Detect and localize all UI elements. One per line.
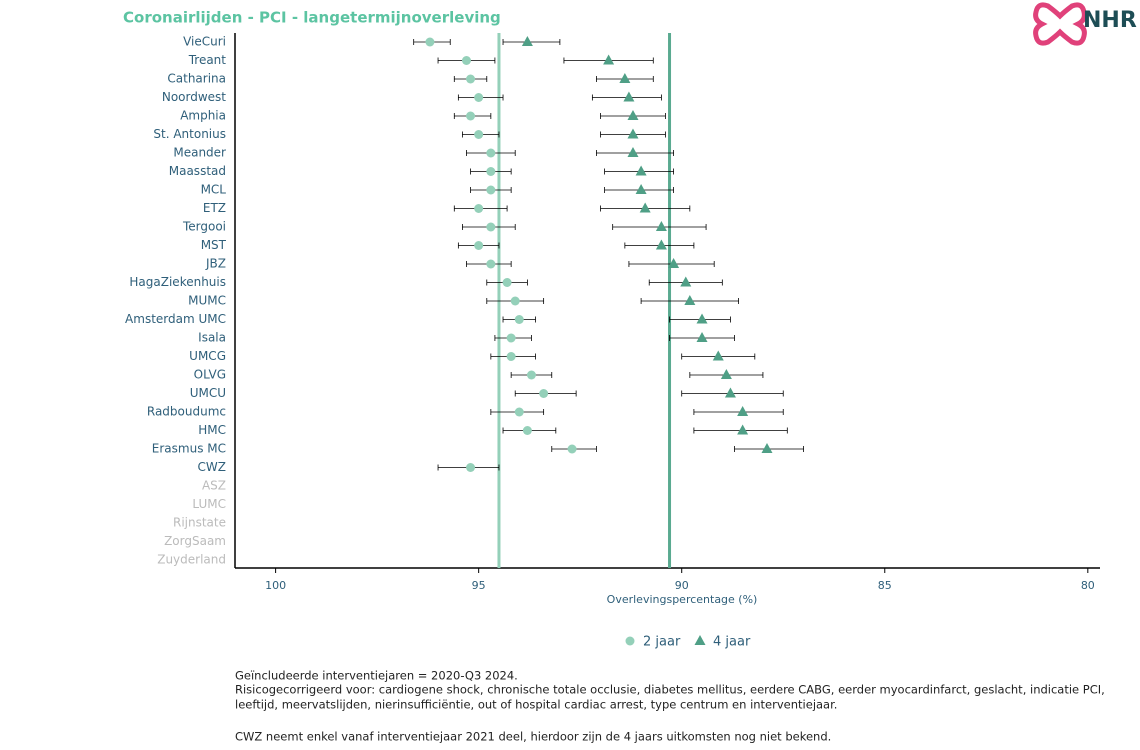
point bbox=[720, 369, 732, 379]
point bbox=[724, 387, 736, 398]
footnote: leeftijd, meervatslijden, nierinsufficië… bbox=[235, 698, 837, 712]
point bbox=[522, 426, 532, 435]
logo: NHR bbox=[1033, 2, 1137, 46]
y-tick-label: JBZ bbox=[205, 257, 226, 271]
y-tick-label: Treant bbox=[188, 53, 227, 67]
point bbox=[603, 54, 615, 65]
point bbox=[474, 204, 484, 213]
point bbox=[506, 333, 516, 343]
y-tick-label: Zuyderland bbox=[157, 553, 226, 567]
point bbox=[466, 111, 476, 121]
x-tick-label: 90 bbox=[675, 579, 689, 592]
x-tick-label: 95 bbox=[472, 579, 486, 592]
point bbox=[712, 350, 724, 361]
point bbox=[696, 313, 708, 324]
point bbox=[474, 130, 484, 139]
footnote: CWZ neemt enkel vanaf interventiejaar 20… bbox=[235, 730, 831, 744]
point bbox=[737, 424, 749, 435]
point bbox=[526, 370, 536, 380]
point bbox=[486, 167, 496, 176]
y-tick-label: HagaZiekenhuis bbox=[129, 275, 226, 289]
point bbox=[506, 352, 516, 361]
point bbox=[639, 202, 651, 213]
y-tick-label: VieCuri bbox=[183, 35, 226, 49]
point bbox=[635, 184, 647, 194]
y-tick-label: Maasstad bbox=[169, 164, 226, 178]
footnote: Risicogecorrigeerd voor: cardiogene shoc… bbox=[235, 683, 1105, 697]
y-tick-label: Noordwest bbox=[162, 90, 226, 104]
point bbox=[486, 222, 496, 232]
legend-label: 4 jaar bbox=[713, 635, 751, 650]
point bbox=[521, 36, 533, 46]
point bbox=[486, 148, 496, 158]
legend-marker bbox=[694, 635, 706, 645]
y-tick-label: HMC bbox=[198, 423, 226, 437]
y-tick-label: OLVG bbox=[194, 368, 226, 382]
point bbox=[425, 37, 435, 47]
y-tick-label: Catharina bbox=[167, 72, 226, 86]
y-tick-label: Tergooi bbox=[182, 220, 226, 234]
point bbox=[486, 185, 496, 195]
point bbox=[510, 296, 520, 306]
y-tick-label: MCL bbox=[201, 183, 227, 197]
x-tick-label: 85 bbox=[878, 579, 892, 592]
footnote: Geïncludeerde interventiejaren = 2020-Q3… bbox=[235, 669, 518, 683]
point bbox=[466, 463, 476, 472]
point bbox=[635, 165, 647, 176]
x-tick-label: 80 bbox=[1081, 579, 1095, 592]
point bbox=[680, 276, 692, 287]
y-tick-label: Meander bbox=[173, 146, 226, 160]
point bbox=[514, 315, 524, 324]
point bbox=[474, 93, 484, 102]
legend-marker bbox=[625, 636, 635, 646]
y-tick-label: LUMC bbox=[192, 497, 226, 511]
y-tick-label: Erasmus MC bbox=[152, 442, 226, 456]
y-tick-label: ETZ bbox=[203, 201, 226, 215]
point bbox=[539, 389, 549, 398]
legend-item: 2 jaar bbox=[625, 635, 681, 650]
point bbox=[567, 444, 577, 454]
y-tick-label: ASZ bbox=[202, 479, 226, 493]
y-tick-label: Amsterdam UMC bbox=[125, 312, 226, 326]
y-tick-label: Rijnstate bbox=[173, 516, 226, 530]
x-axis-label: Overlevingspercentage (%) bbox=[607, 593, 758, 606]
point bbox=[619, 73, 631, 83]
logo-text: NHR bbox=[1083, 8, 1137, 33]
logo-icon bbox=[1033, 2, 1087, 46]
point bbox=[737, 406, 749, 416]
y-tick-label: UMCU bbox=[190, 386, 226, 400]
point bbox=[655, 239, 667, 250]
y-tick-label: Isala bbox=[198, 331, 226, 345]
y-tick-label: ZorgSaam bbox=[164, 534, 226, 548]
y-tick-label: MST bbox=[201, 238, 227, 252]
point bbox=[655, 221, 667, 231]
point bbox=[466, 74, 476, 84]
legend-label: 2 jaar bbox=[643, 635, 681, 650]
y-tick-label: Radboudumc bbox=[147, 405, 226, 419]
y-tick-label: Amphia bbox=[180, 109, 226, 123]
x-tick-label: 100 bbox=[265, 579, 286, 592]
legend-item: 4 jaar bbox=[694, 635, 751, 650]
y-tick-label: St. Antonius bbox=[153, 127, 226, 141]
point bbox=[627, 147, 639, 157]
point bbox=[627, 128, 639, 139]
point bbox=[461, 56, 471, 65]
point bbox=[696, 332, 708, 342]
point bbox=[668, 258, 680, 268]
y-tick-label: UMCG bbox=[189, 349, 226, 363]
point bbox=[627, 110, 639, 120]
point bbox=[486, 259, 496, 269]
point bbox=[514, 407, 524, 417]
point bbox=[502, 278, 512, 287]
y-tick-label: MUMC bbox=[188, 294, 226, 308]
point bbox=[761, 443, 773, 453]
y-tick-label: CWZ bbox=[198, 460, 226, 474]
point bbox=[684, 295, 696, 305]
point bbox=[623, 91, 635, 102]
point bbox=[474, 241, 484, 250]
chart-title: Coronairlijden - PCI - langetermijnoverl… bbox=[123, 9, 501, 27]
